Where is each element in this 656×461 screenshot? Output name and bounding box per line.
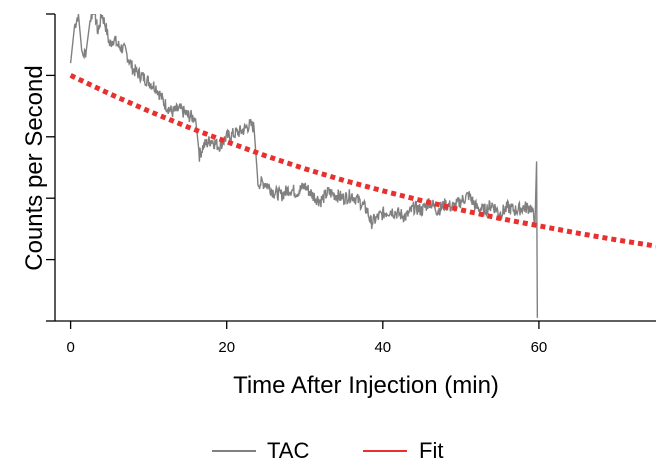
series-layer — [69, 14, 656, 318]
y-axis-label: Counts per Second — [21, 65, 48, 270]
x-ticks: 0 20 40 60 — [66, 321, 547, 356]
legend-fit-label: Fit — [419, 438, 443, 461]
x-axis-label: Time After Injection (min) — [233, 372, 499, 399]
x-tick-label-2: 40 — [374, 339, 391, 356]
legend-tac-label: TAC — [267, 438, 309, 461]
y-ticks — [46, 13, 55, 322]
series-tac-line — [69, 14, 539, 318]
x-tick-label-0: 0 — [66, 339, 74, 356]
x-tick-label-3: 60 — [531, 339, 548, 356]
series-fit-line — [69, 73, 656, 249]
legend: TAC Fit — [212, 438, 443, 461]
x-tick-label-1: 20 — [218, 339, 235, 356]
